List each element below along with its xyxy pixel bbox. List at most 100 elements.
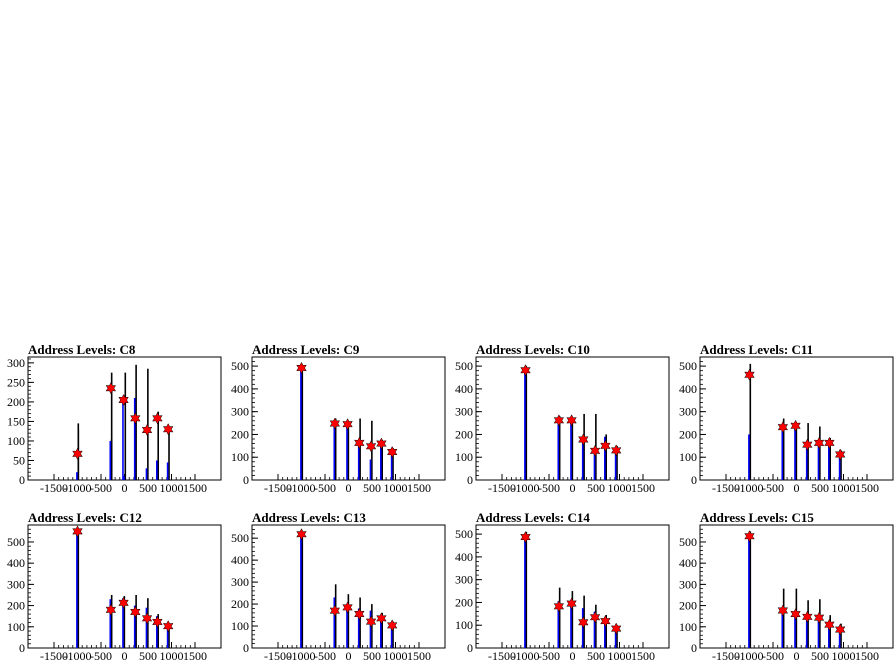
peak-marker — [824, 436, 835, 449]
x-tick-label: 1500 — [407, 649, 431, 663]
peak-marker — [386, 619, 398, 632]
y-tick-label: 400 — [7, 556, 25, 570]
y-tick-label: 400 — [231, 382, 249, 396]
peak-marker — [162, 620, 174, 633]
histogram-panel: Address Levels: C11 0 100 200 300 400 500 -1500… — [679, 342, 894, 495]
x-tick-label: 1500 — [855, 649, 879, 663]
histogram-panel: Address Levels: C14 0 100 200 300 400 500 -1500… — [455, 510, 670, 663]
y-tick-label: 200 — [7, 395, 25, 409]
x-tick-label: -1500 — [712, 481, 740, 495]
peak-marker — [296, 361, 307, 374]
peak-marker — [790, 608, 801, 621]
y-tick-label: 0 — [691, 473, 697, 487]
peak-marker — [777, 604, 789, 617]
x-tick-label: 1500 — [407, 481, 431, 495]
x-tick-label: -1500 — [40, 481, 68, 495]
y-tick-label: 100 — [455, 450, 473, 464]
panel-title: Address Levels: C12 — [28, 510, 142, 525]
peak-marker — [118, 393, 129, 407]
peak-marker — [141, 612, 153, 625]
peak-marker — [342, 418, 353, 431]
histogram-panel: Address Levels: C10 0 100 200 300 400 500 -1500… — [455, 342, 670, 495]
y-tick-label: 300 — [679, 405, 697, 419]
y-tick-label: 400 — [455, 550, 473, 564]
x-tick-label: 1500 — [183, 649, 207, 663]
x-tick-label: 1000 — [608, 649, 632, 663]
y-tick-label: 0 — [467, 641, 473, 655]
y-tick-label: 100 — [7, 620, 25, 634]
x-tick-label: 1500 — [855, 481, 879, 495]
x-tick-label: 0 — [794, 649, 800, 663]
peak-marker — [118, 596, 129, 609]
peak-marker — [72, 525, 83, 538]
x-tick-label: 1500 — [183, 481, 207, 495]
peak-marker — [329, 417, 341, 430]
x-tick-label: 0 — [346, 481, 352, 495]
peak-marker — [600, 439, 611, 452]
x-tick-label: 500 — [363, 649, 381, 663]
peak-marker — [342, 601, 353, 614]
x-tick-label: -1500 — [712, 649, 740, 663]
y-tick-label: 400 — [679, 556, 697, 570]
y-tick-label: 0 — [19, 641, 25, 655]
x-tick-label: -1500 — [264, 649, 292, 663]
peak-marker — [802, 610, 813, 623]
y-tick-label: 150 — [7, 414, 25, 428]
y-tick-label: 500 — [455, 359, 473, 373]
y-tick-label: 300 — [231, 405, 249, 419]
y-tick-label: 200 — [679, 427, 697, 441]
peak-marker — [566, 414, 577, 427]
peak-marker — [520, 364, 531, 377]
y-tick-label: 400 — [455, 382, 473, 396]
x-tick-label: -500 — [314, 649, 336, 663]
peak-marker — [790, 419, 801, 432]
peak-marker — [553, 600, 565, 613]
x-tick-label: -500 — [90, 481, 112, 495]
panel-title: Address Levels: C11 — [700, 342, 813, 357]
x-tick-label: 1500 — [631, 649, 655, 663]
panel-title: Address Levels: C14 — [476, 510, 590, 525]
x-tick-label: -1000 — [512, 481, 540, 495]
y-tick-label: 500 — [231, 359, 249, 373]
x-tick-label: -1000 — [512, 649, 540, 663]
y-tick-label: 100 — [231, 619, 249, 633]
y-tick-label: 400 — [679, 382, 697, 396]
x-tick-label: -1000 — [64, 481, 92, 495]
y-tick-label: 500 — [7, 535, 25, 549]
x-tick-label: -1500 — [488, 649, 516, 663]
y-tick-label: 100 — [7, 434, 25, 448]
x-tick-label: 1500 — [631, 481, 655, 495]
peak-marker — [376, 612, 387, 625]
panel-title: Address Levels: C9 — [252, 342, 360, 357]
peak-marker — [141, 423, 153, 437]
y-tick-label: 300 — [7, 356, 25, 370]
histogram-panel: Address Levels: C90100200300400500-1500-… — [231, 342, 446, 495]
y-tick-label: 300 — [679, 577, 697, 591]
y-tick-label: 300 — [231, 575, 249, 589]
x-tick-label: 500 — [587, 649, 605, 663]
peak-marker — [744, 368, 755, 381]
x-tick-label: 0 — [570, 481, 576, 495]
x-tick-label: 1000 — [160, 481, 184, 495]
y-tick-label: 500 — [231, 531, 249, 545]
peak-marker — [354, 607, 365, 621]
peak-marker — [152, 412, 163, 425]
x-tick-label: 1000 — [608, 481, 632, 495]
y-tick-label: 200 — [231, 597, 249, 611]
x-tick-label: 1000 — [384, 481, 408, 495]
peak-marker — [744, 530, 755, 543]
x-tick-label: -1500 — [40, 649, 68, 663]
y-tick-label: 0 — [691, 641, 697, 655]
y-tick-label: 500 — [679, 359, 697, 373]
peak-marker — [329, 604, 341, 617]
y-tick-label: 50 — [13, 453, 25, 467]
y-tick-label: 500 — [679, 535, 697, 549]
y-tick-label: 200 — [7, 599, 25, 613]
peak-marker — [130, 412, 141, 425]
x-tick-label: 1000 — [160, 649, 184, 663]
peak-marker — [520, 531, 531, 544]
peak-marker — [834, 448, 846, 461]
x-tick-label: -1000 — [64, 649, 92, 663]
x-tick-label: 500 — [139, 481, 157, 495]
